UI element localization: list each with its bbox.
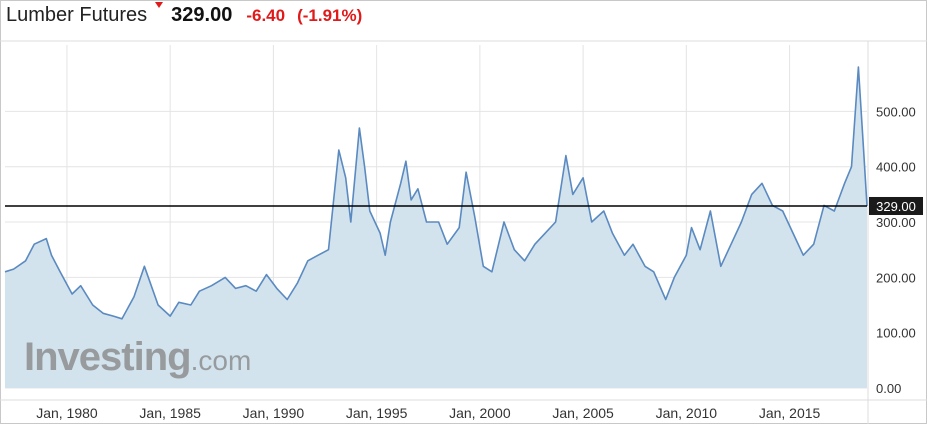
x-tick-label: Jan, 1980 [36,405,98,421]
y-tick-label: 400.00 [876,160,916,175]
x-tick-label: Jan, 1995 [346,405,408,421]
x-tick-label: Jan, 1985 [139,405,201,421]
instrument-title: Lumber Futures [6,4,148,26]
y-tick-label: 200.00 [876,270,916,285]
chart-header: Lumber Futures 329.00 -6.40 (-1.91%) [6,2,363,32]
current-price-tag [869,196,923,215]
x-tick-label: Jan, 2005 [552,405,614,421]
x-tick-label: Jan, 1990 [243,405,305,421]
down-arrow-icon [155,2,164,8]
series-area [5,67,867,388]
x-tick-label: Jan, 2000 [449,405,511,421]
y-tick-label: 500.00 [876,104,916,119]
logo-suffix: .com [190,345,252,376]
investing-logo: Investing.com [24,335,251,380]
current-price-label: 329.00 [876,199,916,214]
y-tick-label: 0.00 [876,381,901,396]
y-tick-label: 100.00 [876,326,916,341]
series-line [4,66,868,320]
x-tick-label: Jan, 2010 [656,405,718,421]
y-tick-label: 300.00 [876,215,916,230]
price-change: -6.40 [246,6,286,25]
price-change-percent: (-1.91%) [297,6,363,25]
last-price: 329.00 [171,4,233,26]
x-tick-label: Jan, 2015 [759,405,821,421]
logo-brand: Investing [24,335,192,379]
